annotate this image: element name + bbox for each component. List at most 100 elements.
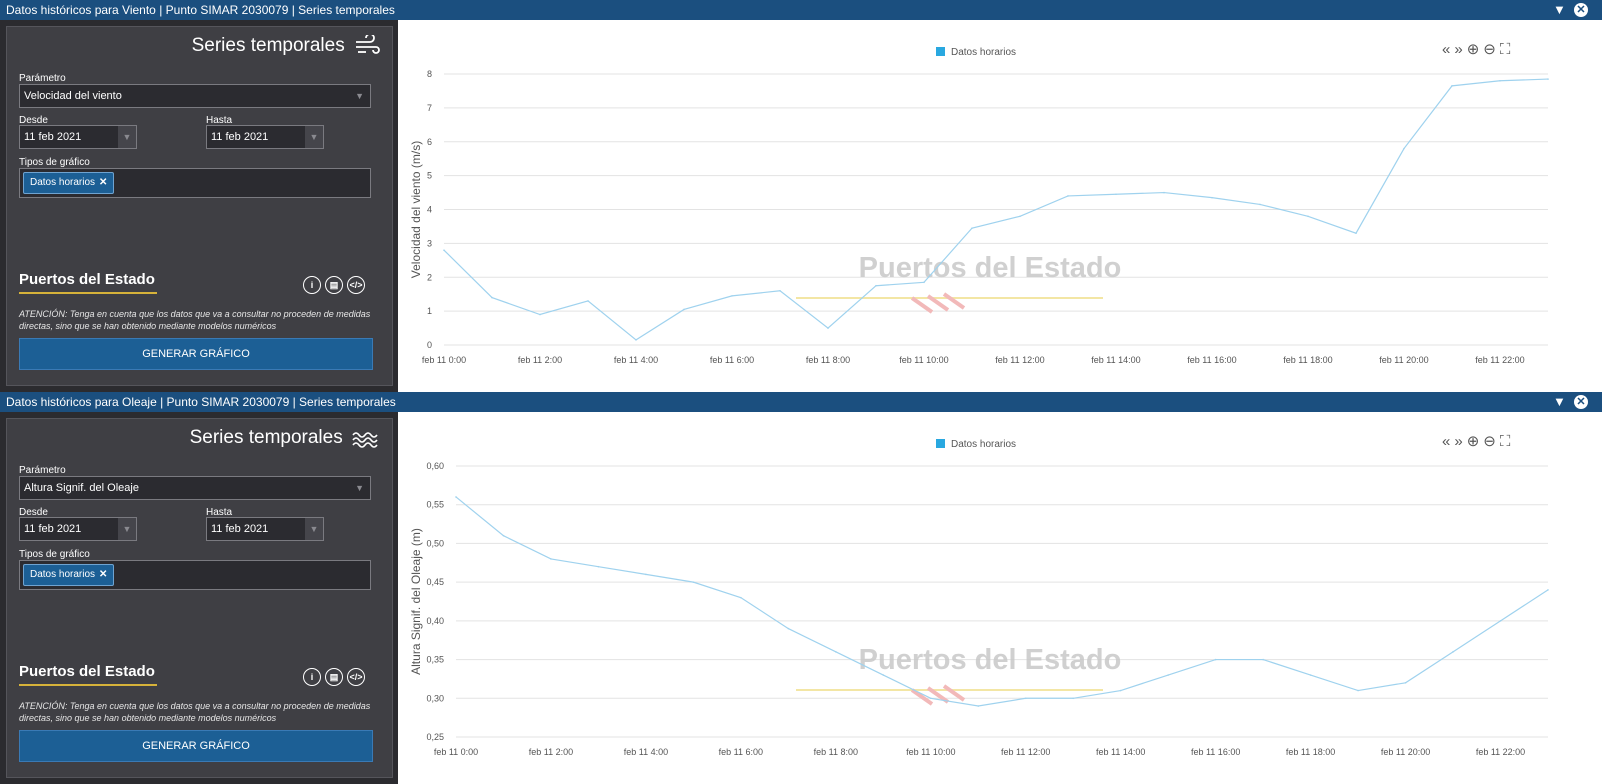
legend-swatch <box>936 439 945 448</box>
data-point <box>740 596 742 599</box>
zoom-out-icon[interactable]: ⊖ <box>1483 41 1496 58</box>
data-point <box>1451 85 1453 87</box>
info-icon[interactable]: i <box>303 276 321 294</box>
param-select[interactable]: Velocidad del viento ▼ <box>19 84 371 108</box>
x-tick-label: feb 11 20:00 <box>1379 355 1428 365</box>
data-point <box>1211 196 1213 199</box>
embed-code-icon[interactable]: </> <box>347 668 365 686</box>
scroll-left-icon[interactable]: « <box>1442 41 1451 58</box>
y-tick-label: 5 <box>427 171 432 181</box>
param-select[interactable]: Altura Signif. del Oleaje ▼ <box>19 476 371 500</box>
tag-chip[interactable]: Datos horarios ✕ <box>23 564 115 586</box>
sidebar: Series temporales Parámetro Velocidad de… <box>0 20 398 392</box>
logo-underline <box>19 292 157 294</box>
info-icon[interactable]: i <box>303 668 321 686</box>
wave-icon <box>352 432 378 448</box>
heading-text: Series temporales <box>189 427 343 448</box>
watermark-mark <box>910 684 966 706</box>
fullscreen-icon[interactable]: ⛶ <box>1499 41 1511 58</box>
wind-icon <box>356 33 380 54</box>
y-tick-label: 0,35 <box>426 655 444 665</box>
line-chart: 0,25 0,30 0,35 0,40 0,45 0,50 0,55 0,60 feb 11 0… <box>409 461 1549 757</box>
tag-label: Datos horarios <box>30 569 96 580</box>
data-point <box>1355 232 1357 235</box>
watermark-mark <box>910 292 966 314</box>
tipos-multiselect[interactable]: Datos horarios ✕ <box>19 560 371 590</box>
print-icon[interactable]: ▤ <box>325 276 343 294</box>
x-tick-label: feb 11 12:00 <box>1001 747 1050 757</box>
desde-date-input[interactable]: 11 feb 2021 ▼ <box>19 517 137 541</box>
oleaje-panel: Datos históricos para Oleaje | Punto SIM… <box>0 392 1602 784</box>
chevron-down-icon: ▼ <box>355 91 364 101</box>
data-point <box>635 339 637 341</box>
desde-date-input[interactable]: 11 feb 2021 ▼ <box>19 125 137 149</box>
data-point <box>539 313 541 316</box>
chevron-down-icon[interactable]: ▼ <box>118 126 136 148</box>
data-point <box>692 581 695 583</box>
x-tick-label: feb 11 0:00 <box>422 355 466 365</box>
remove-tag-icon[interactable]: ✕ <box>99 569 108 580</box>
y-tick-label: 4 <box>427 205 432 215</box>
param-value: Velocidad del viento <box>24 90 122 102</box>
data-point <box>1499 79 1501 82</box>
data-point <box>683 308 685 311</box>
data-point <box>779 290 781 292</box>
print-icon[interactable]: ▤ <box>325 668 343 686</box>
data-point <box>455 496 457 498</box>
data-point <box>923 281 925 284</box>
scroll-right-icon[interactable]: » <box>1454 433 1463 450</box>
legend[interactable]: Datos horarios <box>936 439 1016 450</box>
data-point <box>1119 689 1122 692</box>
action-icons: i ▤ </> <box>303 667 369 686</box>
heading: Series temporales <box>190 427 380 449</box>
generar-grafico-button[interactable]: GENERAR GRÁFICO <box>19 730 373 762</box>
scroll-right-icon[interactable]: » <box>1454 41 1463 58</box>
close-icon[interactable]: ✕ <box>1574 395 1588 409</box>
hasta-date-input[interactable]: 11 feb 2021 ▼ <box>206 125 324 149</box>
y-tick-label: 1 <box>427 306 432 316</box>
legend[interactable]: Datos horarios <box>936 47 1016 58</box>
collapse-icon[interactable]: ▼ <box>1553 2 1566 17</box>
y-axis-label: Velocidad del viento (m/s) <box>409 141 423 278</box>
remove-tag-icon[interactable]: ✕ <box>99 177 108 188</box>
x-tick-label: feb 11 10:00 <box>906 747 955 757</box>
data-point <box>787 627 790 630</box>
fullscreen-icon[interactable]: ⛶ <box>1499 433 1511 450</box>
chevron-down-icon[interactable]: ▼ <box>305 518 323 540</box>
desde-value: 11 feb 2021 <box>24 523 82 535</box>
close-icon[interactable]: ✕ <box>1574 3 1588 17</box>
y-tick-label: 0 <box>427 340 432 350</box>
data-point <box>1547 589 1549 591</box>
window-titlebar: Datos históricos para Viento | Punto SIM… <box>0 0 1602 20</box>
tag-chip[interactable]: Datos horarios ✕ <box>23 172 115 194</box>
chevron-down-icon[interactable]: ▼ <box>305 126 323 148</box>
hasta-date-input[interactable]: 11 feb 2021 ▼ <box>206 517 324 541</box>
attention-note: ATENCIÓN: Tenga en cuenta que los datos … <box>19 701 371 723</box>
zoom-in-icon[interactable]: ⊕ <box>1466 433 1480 450</box>
heading-text: Series temporales <box>191 35 345 56</box>
x-tick-label: feb 11 22:00 <box>1476 747 1525 757</box>
hasta-value: 11 feb 2021 <box>211 523 269 535</box>
heading: Series temporales <box>191 33 380 57</box>
scroll-left-icon[interactable]: « <box>1442 433 1451 450</box>
tipos-multiselect[interactable]: Datos horarios ✕ <box>19 168 371 198</box>
y-tick-label: 0,60 <box>426 461 444 471</box>
chevron-down-icon: ▼ <box>355 483 364 493</box>
chevron-down-icon[interactable]: ▼ <box>118 518 136 540</box>
data-point <box>929 697 932 700</box>
x-tick-label: feb 11 4:00 <box>614 355 658 365</box>
window-title: Datos históricos para Viento | Punto SIM… <box>6 3 395 17</box>
param-label: Parámetro <box>19 465 66 476</box>
x-tick-label: feb 11 0:00 <box>434 747 478 757</box>
generar-grafico-button[interactable]: GENERAR GRÁFICO <box>19 338 373 370</box>
x-tick-label: feb 11 10:00 <box>899 355 948 365</box>
collapse-icon[interactable]: ▼ <box>1553 394 1566 409</box>
data-point <box>1024 697 1027 700</box>
zoom-out-icon[interactable]: ⊖ <box>1483 433 1496 450</box>
embed-code-icon[interactable]: </> <box>347 276 365 294</box>
data-point <box>835 651 837 653</box>
legend-swatch <box>936 47 945 56</box>
data-point <box>1259 203 1261 206</box>
data-point <box>491 296 493 299</box>
zoom-in-icon[interactable]: ⊕ <box>1466 41 1480 58</box>
